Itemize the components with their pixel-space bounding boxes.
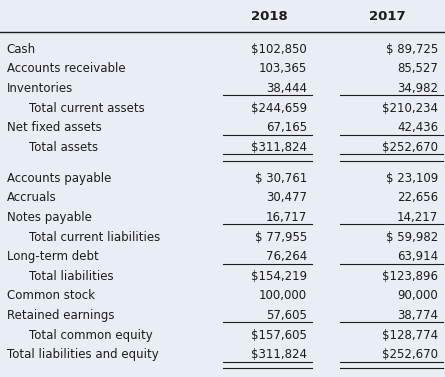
Text: $102,850: $102,850 (251, 43, 307, 56)
Text: 100,000: 100,000 (259, 290, 307, 302)
Text: 34,982: 34,982 (397, 82, 438, 95)
Text: Total liabilities and equity: Total liabilities and equity (7, 348, 158, 361)
Text: Long-term debt: Long-term debt (7, 250, 98, 263)
Text: $ 77,955: $ 77,955 (255, 231, 307, 244)
Text: 22,656: 22,656 (397, 192, 438, 204)
Text: $123,896: $123,896 (382, 270, 438, 283)
Text: $244,659: $244,659 (251, 102, 307, 115)
Text: Accruals: Accruals (7, 192, 57, 204)
Text: Retained earnings: Retained earnings (7, 309, 114, 322)
Text: $311,824: $311,824 (251, 141, 307, 154)
Text: 85,527: 85,527 (397, 63, 438, 75)
Text: $ 23,109: $ 23,109 (386, 172, 438, 185)
Text: 30,477: 30,477 (266, 192, 307, 204)
Text: Total assets: Total assets (29, 141, 98, 154)
Text: 57,605: 57,605 (266, 309, 307, 322)
Text: Total current assets: Total current assets (29, 102, 145, 115)
Text: 90,000: 90,000 (397, 290, 438, 302)
Text: 38,774: 38,774 (397, 309, 438, 322)
Text: Total common equity: Total common equity (29, 329, 153, 342)
Text: 38,444: 38,444 (266, 82, 307, 95)
Text: $154,219: $154,219 (251, 270, 307, 283)
Text: $210,234: $210,234 (382, 102, 438, 115)
Text: $ 59,982: $ 59,982 (386, 231, 438, 244)
Text: 14,217: 14,217 (397, 211, 438, 224)
Text: Total liabilities: Total liabilities (29, 270, 113, 283)
Text: Net fixed assets: Net fixed assets (7, 121, 101, 134)
Text: 2018: 2018 (251, 11, 287, 23)
Text: Cash: Cash (7, 43, 36, 56)
Text: 16,717: 16,717 (266, 211, 307, 224)
Text: Total current liabilities: Total current liabilities (29, 231, 160, 244)
Text: 76,264: 76,264 (266, 250, 307, 263)
Text: 2017: 2017 (369, 11, 405, 23)
Text: Accounts payable: Accounts payable (7, 172, 111, 185)
Text: Inventories: Inventories (7, 82, 73, 95)
Text: $311,824: $311,824 (251, 348, 307, 361)
Text: $ 89,725: $ 89,725 (386, 43, 438, 56)
Text: 103,365: 103,365 (259, 63, 307, 75)
Text: $128,774: $128,774 (382, 329, 438, 342)
Text: $ 30,761: $ 30,761 (255, 172, 307, 185)
Text: $252,670: $252,670 (382, 141, 438, 154)
Text: 67,165: 67,165 (266, 121, 307, 134)
Text: Common stock: Common stock (7, 290, 95, 302)
Text: Accounts receivable: Accounts receivable (7, 63, 125, 75)
Text: $252,670: $252,670 (382, 348, 438, 361)
Text: $157,605: $157,605 (251, 329, 307, 342)
Text: Notes payable: Notes payable (7, 211, 92, 224)
Text: 63,914: 63,914 (397, 250, 438, 263)
Text: 42,436: 42,436 (397, 121, 438, 134)
